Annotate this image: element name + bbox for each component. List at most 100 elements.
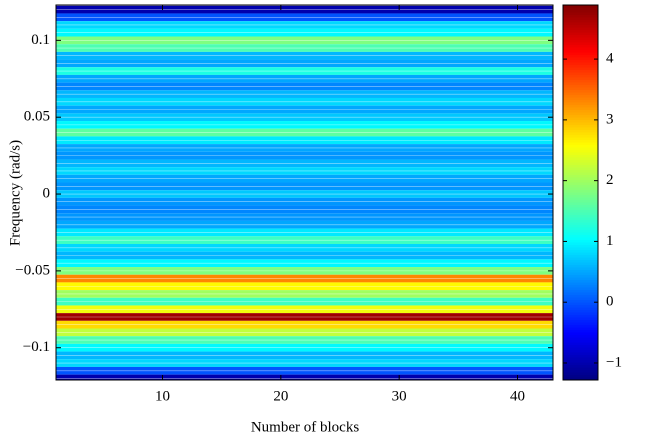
colorbar-step: [563, 27, 598, 31]
colorbar-step: [563, 90, 598, 93]
colorbar-step: [563, 360, 598, 363]
colorbar-step: [563, 242, 598, 246]
colorbar-step: [563, 227, 598, 231]
colorbar-step: [563, 325, 598, 328]
colorbar-step: [563, 277, 598, 281]
colorbar-step: [563, 170, 598, 173]
colorbar-step: [563, 347, 598, 351]
colorbar-step: [563, 215, 598, 218]
colorbar-step: [563, 152, 598, 156]
colorbar-step: [563, 190, 598, 193]
colorbar-step: [563, 107, 598, 111]
colorbar-step: [563, 237, 598, 241]
y-tick-label: −0.05: [15, 262, 50, 278]
colorbar-step: [563, 102, 598, 106]
colorbar-step: [563, 17, 598, 21]
colorbar-step: [563, 295, 598, 298]
colorbar-step: [563, 65, 598, 68]
colorbar-step: [563, 337, 598, 341]
colorbar-step: [563, 20, 598, 23]
y-tick-label: 0.05: [24, 109, 50, 125]
colorbar-step: [563, 15, 598, 18]
x-tick-label: 10: [155, 388, 170, 404]
colorbar-step: [563, 47, 598, 51]
colorbar-step: [563, 267, 598, 271]
colorbar-step: [563, 157, 598, 161]
x-tick-label: 40: [510, 388, 525, 404]
colorbar-tick-label: 1: [606, 233, 614, 249]
colorbar-step: [563, 282, 598, 286]
colorbar-step: [563, 362, 598, 366]
colorbar-step: [563, 197, 598, 201]
colorbar-step: [563, 212, 598, 216]
colorbar-step: [563, 205, 598, 208]
colorbar-step: [563, 140, 598, 143]
colorbar-step: [563, 92, 598, 96]
colorbar-step: [563, 367, 598, 371]
colorbar-step: [563, 72, 598, 76]
colorbar-step: [563, 145, 598, 148]
colorbar-step: [563, 357, 598, 361]
colorbar-step: [563, 262, 598, 266]
colorbar-step: [563, 272, 598, 276]
colorbar-step: [563, 317, 598, 321]
colorbar-step: [563, 332, 598, 336]
colorbar-step: [563, 250, 598, 253]
band: [56, 374, 553, 380]
colorbar-step: [563, 87, 598, 91]
y-tick-label: 0.1: [31, 32, 50, 48]
colorbar-step: [563, 260, 598, 263]
colorbar-step: [563, 82, 598, 86]
colorbar-step: [563, 22, 598, 26]
x-tick-label: 20: [273, 388, 288, 404]
colorbar-step: [563, 12, 598, 16]
colorbar-step: [563, 307, 598, 311]
colorbar-step: [563, 35, 598, 38]
colorbar-step: [563, 165, 598, 168]
colorbar-step: [563, 322, 598, 326]
colorbar-step: [563, 127, 598, 131]
colorbar-step: [563, 7, 598, 11]
colorbar-step: [563, 275, 598, 278]
colorbar-step: [563, 202, 598, 206]
colorbar-step: [563, 85, 598, 88]
colorbar-step: [563, 105, 598, 108]
colorbar-step: [563, 297, 598, 301]
colorbar-step: [563, 247, 598, 251]
colorbar-step: [563, 155, 598, 158]
colorbar-step: [563, 10, 598, 13]
colorbar-tick-label: −1: [606, 354, 622, 370]
colorbar-step: [563, 160, 598, 163]
colorbar-step: [563, 115, 598, 118]
colorbar-step: [563, 70, 598, 73]
colorbar-step: [563, 125, 598, 128]
y-tick-label: −0.1: [23, 339, 50, 355]
colorbar-step: [563, 315, 598, 318]
colorbar-tick-label: 3: [606, 111, 614, 127]
x-tick-label: 30: [392, 388, 407, 404]
colorbar-step: [563, 305, 598, 308]
colorbar-step: [563, 112, 598, 116]
colorbar-step: [563, 365, 598, 368]
colorbar-step: [563, 120, 598, 123]
colorbar-step: [563, 42, 598, 46]
colorbar-step: [563, 240, 598, 243]
colorbar-step: [563, 25, 598, 28]
colorbar-step: [563, 217, 598, 221]
colorbar-step: [563, 287, 598, 291]
y-axis-label: Frequency (rad/s): [7, 140, 23, 246]
colorbar-step: [563, 235, 598, 238]
colorbar-step: [563, 147, 598, 151]
colorbar-step: [563, 182, 598, 186]
colorbar-step: [563, 192, 598, 196]
y-tick-label: 0: [43, 185, 51, 201]
colorbar-step: [563, 207, 598, 211]
colorbar-step: [563, 245, 598, 248]
colorbar-step: [563, 222, 598, 226]
colorbar-step: [563, 30, 598, 33]
colorbar-step: [563, 45, 598, 48]
colorbar-tick-label: 2: [606, 172, 614, 188]
colorbar-frame: [562, 4, 599, 381]
